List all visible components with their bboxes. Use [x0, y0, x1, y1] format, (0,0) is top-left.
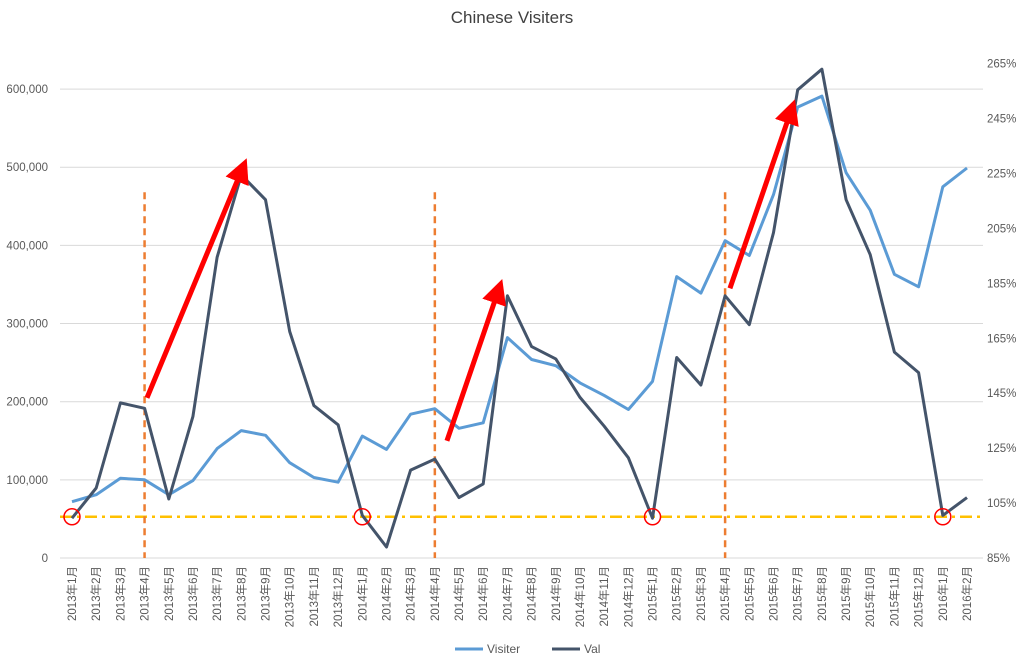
y-left-tick-label: 600,000 — [6, 84, 48, 96]
x-tick-label: 2014年1月 — [355, 566, 369, 621]
x-tick-label: 2015年2月 — [670, 566, 684, 621]
x-tick-label: 2013年8月 — [234, 566, 248, 621]
series-line-val — [70, 67, 968, 549]
red-circle-marker — [353, 508, 372, 526]
chart-title: Chinese Visiters — [450, 8, 574, 27]
y-right-tick-label: 185% — [987, 278, 1016, 290]
x-tick-label: 2015年10月 — [863, 566, 877, 627]
x-tick-label: 2013年9月 — [259, 566, 273, 621]
y-left-tick-label: 0 — [42, 553, 48, 565]
x-tick-label: 2015年3月 — [694, 566, 708, 621]
x-tick-label: 2014年4月 — [428, 566, 442, 621]
y-left-tick-label: 200,000 — [6, 397, 48, 409]
x-tick-label: 2014年11月 — [597, 566, 611, 627]
red-circle-marker — [934, 508, 952, 526]
x-tick-label: 2015年5月 — [742, 566, 756, 621]
x-tick-label: 2013年7月 — [210, 566, 224, 621]
x-tick-label: 2016年2月 — [960, 566, 974, 621]
y-left-tick-label: 300,000 — [6, 319, 48, 331]
x-tick-label: 2015年6月 — [766, 566, 780, 621]
red-circle-marker — [643, 508, 662, 526]
x-tick-label: 2013年10月 — [283, 566, 297, 627]
y-left-tick-label: 400,000 — [6, 240, 48, 252]
red-arrow — [444, 279, 506, 442]
x-tick-label: 2013年4月 — [138, 566, 152, 621]
y-right-tick-label: 205% — [987, 223, 1016, 235]
x-tick-label: 2015年11月 — [887, 566, 901, 627]
x-tick-label: 2014年5月 — [452, 566, 466, 621]
x-tick-label: 2013年6月 — [186, 566, 200, 621]
x-tick-label: 2013年2月 — [89, 566, 103, 621]
red-circle-marker — [63, 508, 81, 526]
x-tick-label: 2015年7月 — [791, 566, 805, 621]
x-tick-label: 2015年8月 — [815, 566, 829, 621]
y-left-tick-label: 100,000 — [6, 475, 48, 487]
x-tick-label: 2013年11月 — [307, 566, 321, 627]
legend-label-val: Val — [584, 642, 600, 656]
y-right-tick-label: 165% — [987, 333, 1016, 345]
y-right-tick-label: 225% — [987, 169, 1016, 181]
y-left-tick-label: 500,000 — [6, 162, 48, 174]
x-tick-label: 2014年2月 — [379, 566, 393, 621]
x-tick-label: 2014年12月 — [621, 566, 635, 627]
red-arrow — [144, 158, 249, 399]
x-tick-label: 2015年9月 — [839, 566, 853, 621]
series-line-visiter — [71, 94, 968, 504]
x-tick-label: 2013年1月 — [65, 566, 79, 621]
legend-label-visiter: Visiter — [487, 642, 520, 656]
x-tick-label: 2014年8月 — [525, 566, 539, 621]
red-arrow — [727, 99, 799, 290]
x-tick-label: 2014年10月 — [573, 566, 587, 627]
x-tick-label: 2014年6月 — [476, 566, 490, 621]
x-tick-label: 2013年5月 — [162, 566, 176, 621]
x-tick-label: 2013年12月 — [331, 566, 345, 627]
x-tick-label: 2016年1月 — [936, 566, 950, 621]
x-tick-label: 2013年3月 — [113, 566, 127, 621]
y-right-tick-label: 245% — [987, 114, 1016, 126]
x-tick-label: 2015年4月 — [718, 566, 732, 621]
x-tick-label: 2015年1月 — [646, 566, 660, 621]
y-right-tick-label: 265% — [987, 59, 1016, 71]
x-tick-label: 2014年9月 — [549, 566, 563, 621]
x-tick-label: 2015年12月 — [912, 566, 926, 627]
y-right-tick-label: 125% — [987, 443, 1016, 455]
x-tick-label: 2014年3月 — [404, 566, 418, 621]
y-right-tick-label: 145% — [987, 388, 1016, 400]
y-right-tick-label: 85% — [987, 553, 1010, 565]
x-tick-label: 2014年7月 — [500, 566, 514, 621]
y-right-tick-label: 105% — [987, 498, 1016, 510]
